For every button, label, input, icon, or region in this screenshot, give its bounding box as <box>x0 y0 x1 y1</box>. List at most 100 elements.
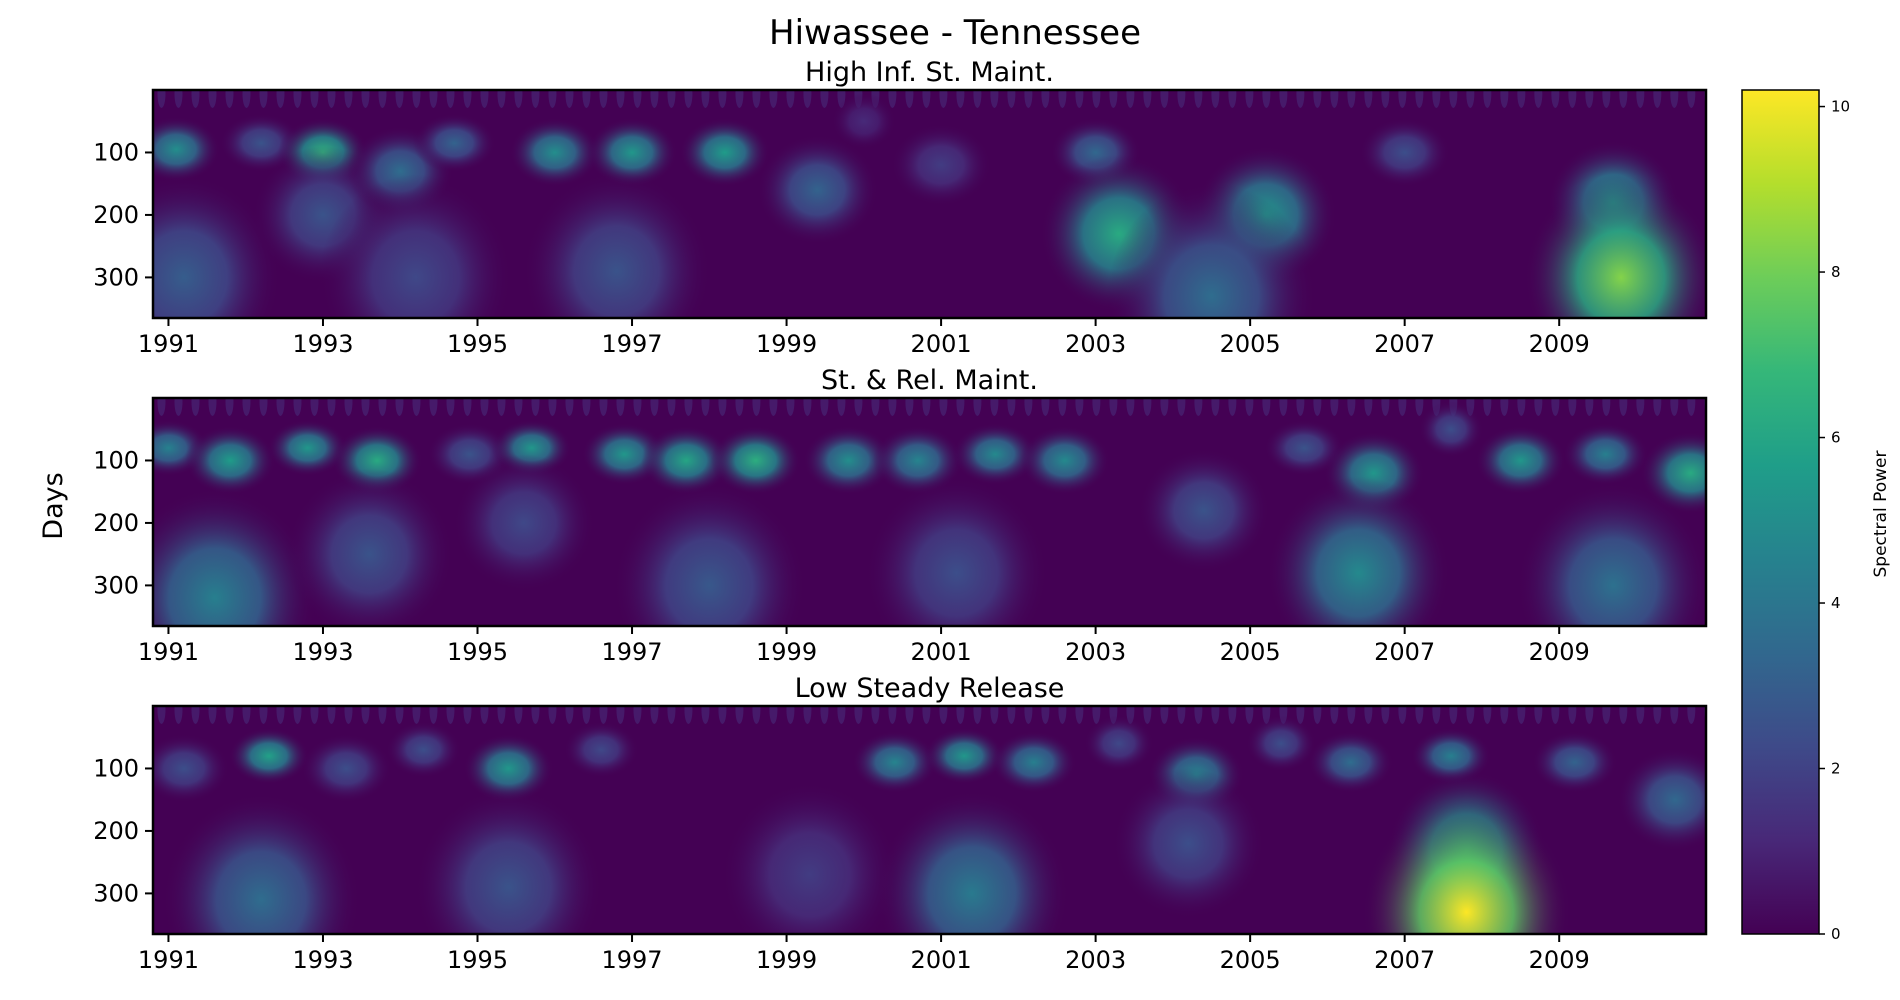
power-feature <box>453 454 595 592</box>
top-edge-lobe <box>1041 90 1050 108</box>
top-edge-lobe <box>1347 398 1356 416</box>
top-edge-lobe <box>1364 90 1373 108</box>
top-edge-lobe <box>735 90 744 108</box>
top-edge-lobe <box>429 90 438 108</box>
top-edge-lobe <box>1143 706 1152 724</box>
x-tick-label: 2003 <box>1065 638 1126 666</box>
power-feature <box>509 118 600 187</box>
top-edge-lobe <box>429 398 438 416</box>
power-feature <box>803 426 894 495</box>
top-edge-lobe <box>1211 706 1220 724</box>
top-edge-lobe <box>548 398 557 416</box>
top-edge-lobe <box>310 90 319 108</box>
top-edge-lobe <box>1313 398 1322 416</box>
power-feature <box>1563 423 1649 486</box>
spectrogram-panel: St. & Rel. Maint. 1991 1993 1995 1997 1999 200… <box>93 365 1708 666</box>
top-edge-lobe <box>1687 706 1696 724</box>
top-edge-lobe <box>616 90 625 108</box>
top-edge-lobe <box>582 706 591 724</box>
colorbar-tick-label: 2 <box>1831 760 1841 778</box>
top-edge-lobe <box>701 398 710 416</box>
power-feature <box>710 426 801 495</box>
top-edge-lobe <box>327 706 336 724</box>
top-edge-lobe <box>395 90 404 108</box>
top-edge-lobe <box>939 398 948 416</box>
top-edge-lobe <box>1041 398 1050 416</box>
y-tick-label: 200 <box>93 509 139 537</box>
panel-frame <box>151 704 1708 936</box>
top-edge-lobe <box>633 90 642 108</box>
top-edge-lobe <box>1211 398 1220 416</box>
top-edge-lobe <box>922 398 931 416</box>
top-edge-lobe <box>1194 398 1203 416</box>
top-edge-lobe <box>327 398 336 416</box>
top-edge-lobe <box>1296 398 1305 416</box>
y-tick-label: 300 <box>93 571 139 599</box>
top-edge-lobe <box>1092 90 1101 108</box>
power-feature <box>875 790 1069 934</box>
top-edge-lobe <box>1194 706 1203 724</box>
top-edge-lobe <box>1415 90 1424 108</box>
top-edge-lobe <box>327 90 336 108</box>
top-edge-lobe <box>1670 90 1679 108</box>
power-feature <box>1019 426 1110 495</box>
top-edge-lobe <box>1364 706 1373 724</box>
power-feature <box>463 734 554 803</box>
top-edge-lobe <box>1568 398 1577 416</box>
top-edge-lobe <box>1160 90 1169 108</box>
power-feature <box>890 123 992 207</box>
top-edge-lobe <box>1483 90 1492 108</box>
top-edge-lobe <box>1687 398 1696 416</box>
top-edge-lobe <box>1092 706 1101 724</box>
top-edge-lobe <box>1109 90 1118 108</box>
top-edge-lobe <box>1551 90 1560 108</box>
top-edge-lobe <box>191 398 200 416</box>
top-edge-lobe <box>973 398 982 416</box>
top-edge-lobe <box>1228 706 1237 724</box>
top-edge-lobe <box>1415 706 1424 724</box>
top-edge-lobe <box>990 398 999 416</box>
top-edge-lobe <box>973 90 982 108</box>
power-feature <box>185 426 276 495</box>
power-feature <box>301 734 392 803</box>
top-edge-lobe <box>412 706 421 724</box>
top-edge-lobe <box>735 706 744 724</box>
power-feature <box>952 423 1038 486</box>
x-tick-label: 2007 <box>1374 946 1435 974</box>
top-edge-lobe <box>1551 398 1560 416</box>
top-edge-lobe <box>1058 90 1067 108</box>
top-edge-lobe <box>667 706 676 724</box>
top-edge-lobe <box>1636 398 1645 416</box>
top-edge-lobe <box>820 706 829 724</box>
y-tick-label: 300 <box>93 879 139 907</box>
colorbar-tick-label: 0 <box>1831 925 1841 943</box>
top-edge-lobe <box>1228 90 1237 108</box>
top-edge-lobe <box>1466 90 1475 108</box>
top-edge-lobe <box>1534 90 1543 108</box>
top-edge-lobe <box>1245 706 1254 724</box>
top-edge-lobe <box>1619 706 1628 724</box>
top-edge-lobe <box>1126 90 1135 108</box>
top-edge-lobe <box>225 706 234 724</box>
top-edge-lobe <box>497 706 506 724</box>
colorbar-frame <box>1741 89 1820 935</box>
power-feature <box>991 731 1077 794</box>
power-features <box>153 398 1706 626</box>
top-edge-lobe <box>854 706 863 724</box>
top-edge-lobe <box>259 398 268 416</box>
top-edge-lobe <box>1024 90 1033 108</box>
top-edge-lobe <box>769 90 778 108</box>
top-edge-lobe <box>514 706 523 724</box>
top-edge-lobe <box>565 398 574 416</box>
top-edge-lobe <box>1041 706 1050 724</box>
top-edge-lobe <box>769 398 778 416</box>
top-edge-lobe <box>497 398 506 416</box>
top-edge-lobe <box>191 706 200 724</box>
power-feature <box>831 93 897 150</box>
top-edge-lobe <box>616 398 625 416</box>
x-tick-label: 1997 <box>601 330 662 358</box>
top-edge-lobe <box>1058 706 1067 724</box>
x-tick-label: 2001 <box>911 946 972 974</box>
top-edge-lobe <box>1568 706 1577 724</box>
